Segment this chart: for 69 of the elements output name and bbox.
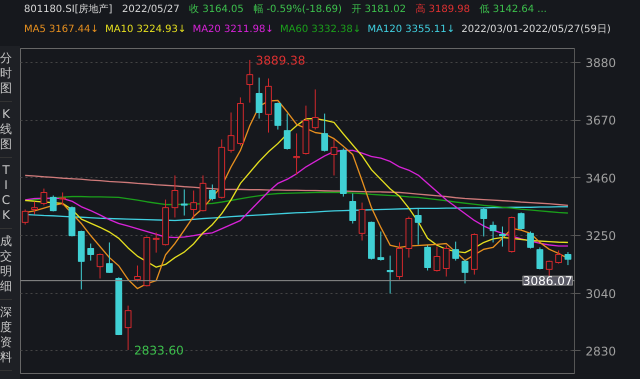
text: MA10 3224.93↓ [105, 24, 186, 35]
y-tick-label: 3460 [586, 171, 616, 186]
candlestick [31, 201, 38, 215]
candlestick [40, 188, 48, 206]
y-tick-label: 3040 [586, 286, 616, 301]
candlestick [452, 241, 460, 262]
text: K线图 [0, 102, 12, 158]
candlestick [546, 260, 553, 278]
candlestick [293, 132, 300, 176]
candlestick [180, 188, 188, 216]
candlestick [442, 244, 450, 278]
text: 2022/05/27 [122, 4, 180, 15]
text: 开 3181.02 [351, 4, 406, 15]
candlestick [106, 242, 113, 274]
candlestick [87, 243, 94, 262]
candlestick [134, 265, 141, 282]
candlestick [434, 246, 440, 272]
candlestick [564, 252, 572, 266]
y-tick-label: 3670 [586, 114, 616, 128]
annotation: 3889.38 [256, 53, 306, 68]
y-tick-label: 2830 [586, 344, 616, 358]
chart-title: 801180.SI[房地产] [24, 4, 112, 15]
candlestick [124, 305, 132, 350]
candlestick [462, 258, 468, 284]
candlestick [555, 250, 562, 264]
y-tick-label: 3880 [586, 56, 616, 70]
ref-line-label: 3086.07 [522, 274, 572, 288]
text: MA20 3211.98↓ [192, 24, 274, 35]
line-series [24, 118, 569, 268]
candlestick [358, 202, 366, 242]
candlestick [321, 113, 328, 152]
text: MA5 3167.44↓ [24, 24, 99, 35]
text: 2022/03/01-2022/05/27(59日) [461, 24, 611, 35]
text: 分时图 [0, 46, 12, 102]
text: 收 3164.05 [189, 4, 244, 15]
candlestick [386, 255, 394, 294]
candlestick [256, 77, 263, 120]
candlestick [518, 212, 525, 230]
text: 高 3189.98 [415, 4, 470, 15]
line-series [24, 174, 569, 206]
candlestick [152, 232, 160, 254]
candlestick [22, 208, 29, 226]
candlestick [50, 194, 57, 212]
candlestick [330, 138, 338, 176]
annotation: 2833.60 [134, 343, 184, 358]
candlestick [377, 230, 384, 262]
candlestick [172, 174, 178, 218]
candlestick [246, 59, 254, 104]
text: 深度资料 [0, 300, 12, 371]
text: 幅 -0.59%(-18.69) [253, 4, 342, 15]
text: MA60 3332.38↓ [280, 24, 362, 35]
candlestick [208, 184, 216, 201]
text: 低 3142.64 ... [480, 4, 547, 15]
text: MA120 3355.11↓ [368, 24, 455, 35]
candlestick [274, 102, 282, 130]
candlestick [284, 113, 291, 150]
y-tick-label: 3250 [586, 229, 616, 244]
candlestick [424, 244, 431, 271]
candlestick [499, 226, 506, 248]
candlestick [312, 88, 319, 130]
candlestick [190, 190, 198, 220]
candlestick [527, 230, 534, 249]
text: TICK [0, 158, 12, 229]
candlestick [536, 246, 544, 270]
text: 成交明细 [0, 229, 12, 300]
candlestick [59, 192, 66, 206]
candlestick [228, 112, 234, 154]
candlestick [490, 221, 496, 243]
candlestick [96, 252, 104, 279]
